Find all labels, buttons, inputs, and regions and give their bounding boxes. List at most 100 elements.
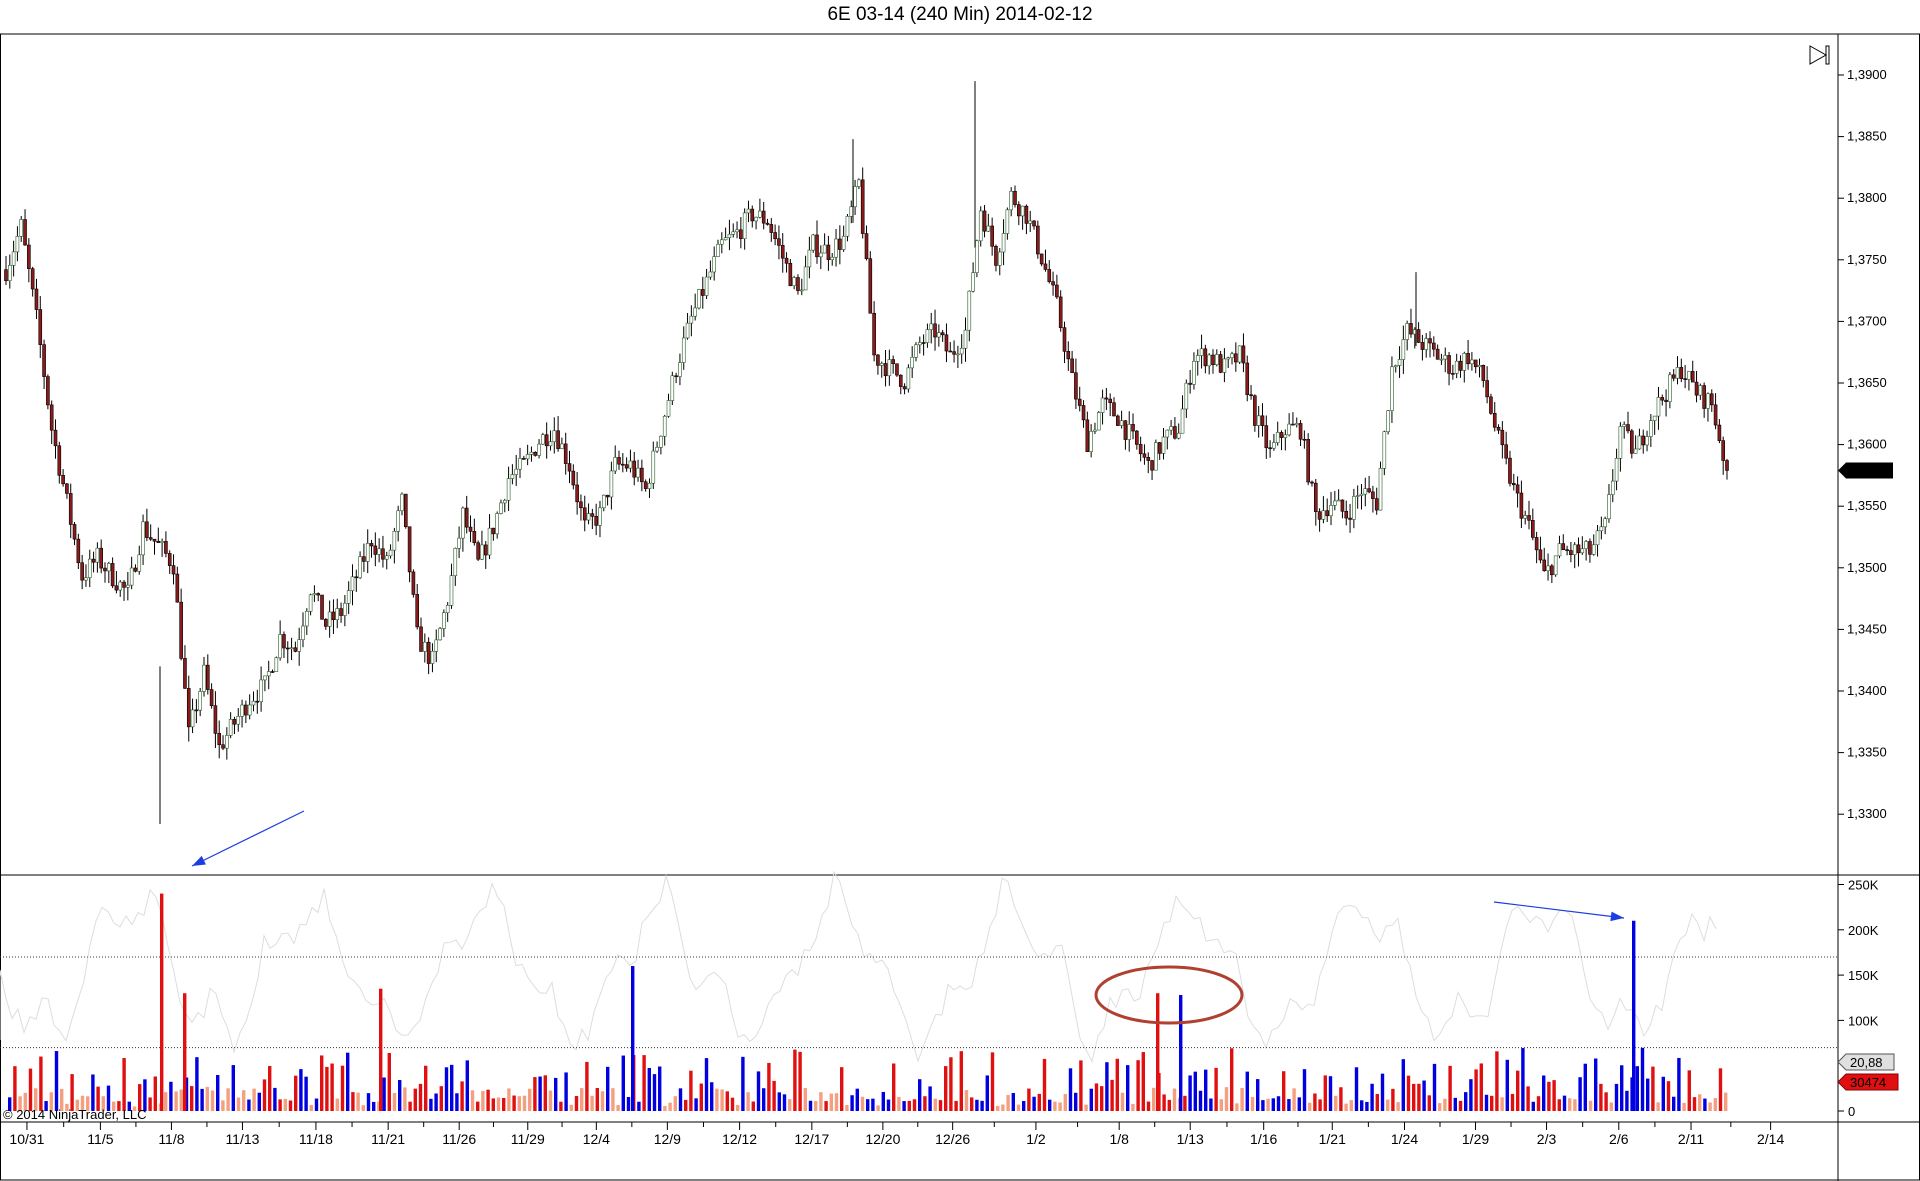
- candle-body: [617, 457, 621, 465]
- candle-body: [693, 307, 697, 317]
- candle-body: [959, 347, 964, 355]
- candle-body: [674, 375, 678, 378]
- candle-body: [712, 256, 716, 273]
- candle-body: [990, 225, 994, 247]
- volume-bar: [1412, 1083, 1416, 1111]
- candle-body: [122, 581, 126, 588]
- candle-body: [735, 229, 739, 233]
- candle-body: [978, 210, 983, 242]
- volume-bar: [1167, 1099, 1171, 1111]
- candle-body: [1599, 526, 1604, 532]
- candle-body: [921, 342, 926, 344]
- candle-body: [1249, 394, 1253, 397]
- volume-bar: [777, 1092, 781, 1111]
- volume-bar: [236, 1097, 241, 1111]
- volume-bar: [756, 1071, 761, 1111]
- x-tick-label: 2/11: [1678, 1131, 1704, 1147]
- volume-bar: [1292, 1088, 1296, 1111]
- volume-bar: [418, 1083, 423, 1111]
- volume-bar: [1193, 1071, 1197, 1111]
- candle-body: [560, 443, 564, 449]
- candle-body: [1264, 425, 1269, 449]
- volume-bar: [127, 1101, 131, 1111]
- candle-body: [1336, 499, 1341, 502]
- candle-body: [236, 716, 241, 725]
- volume-bar: [1526, 1086, 1530, 1111]
- volume-bar: [491, 1098, 495, 1111]
- candle-body: [1694, 381, 1699, 396]
- candle-body: [1115, 415, 1120, 426]
- volume-bar: [1250, 1096, 1255, 1111]
- candle-body: [522, 458, 526, 460]
- candle-body: [1234, 353, 1238, 363]
- candle-body: [1675, 367, 1680, 379]
- volume-bar: [377, 1101, 381, 1111]
- candle-body: [331, 611, 336, 621]
- candle-body: [354, 576, 359, 579]
- volume-bar: [559, 1101, 563, 1111]
- volume-bar: [824, 1101, 828, 1111]
- candle-body: [910, 356, 914, 369]
- candle-body: [868, 258, 873, 314]
- volume-bar: [226, 1088, 230, 1111]
- scroll-to-end-button[interactable]: [1809, 45, 1830, 65]
- volume-bar: [1126, 1065, 1130, 1111]
- candle-body: [544, 434, 549, 447]
- candle-body: [1515, 484, 1520, 494]
- x-tick-label: 11/13: [225, 1131, 259, 1147]
- candle-body: [1359, 493, 1364, 496]
- candle-body: [278, 634, 282, 659]
- candle-body: [933, 323, 937, 338]
- candle-body: [1466, 353, 1470, 365]
- volume-bar: [486, 1089, 490, 1111]
- candle-body: [442, 612, 446, 629]
- candle-body: [1645, 436, 1649, 446]
- candle-body: [864, 233, 869, 259]
- volume-bar: [522, 1095, 527, 1111]
- candle-body: [1009, 190, 1013, 211]
- volume-bar: [1672, 1096, 1676, 1111]
- volume-bar: [366, 1093, 371, 1111]
- x-tick-label: 11/29: [511, 1131, 545, 1147]
- candle-body: [1603, 518, 1607, 528]
- volume-bar: [959, 1051, 963, 1111]
- volume-bar: [1032, 1096, 1036, 1111]
- candle-body: [1432, 342, 1436, 350]
- candle-body: [1154, 442, 1158, 471]
- volume-bar: [496, 1097, 501, 1111]
- volume-bar: [314, 1098, 319, 1111]
- candle-body: [1313, 482, 1318, 512]
- candle-body: [1325, 510, 1330, 517]
- candle-body: [46, 376, 50, 406]
- volume-bar: [242, 1090, 246, 1111]
- volume-bar: [538, 1076, 542, 1111]
- candle-body: [1291, 423, 1295, 426]
- candle-body: [727, 233, 732, 238]
- volume-bar: [1718, 1068, 1723, 1111]
- x-tick-label: 11/5: [87, 1131, 113, 1147]
- volume-bar: [1204, 1069, 1208, 1111]
- candle-body: [788, 262, 793, 287]
- volume-bar: [876, 1105, 880, 1111]
- volume-bar: [1479, 1063, 1483, 1111]
- candle-body: [830, 256, 835, 261]
- candle-body: [803, 266, 808, 291]
- volume-bar: [1614, 1083, 1619, 1111]
- candle-body: [628, 460, 633, 469]
- candle-body: [301, 625, 305, 640]
- candle-body: [362, 556, 366, 562]
- candle-body: [1591, 544, 1596, 555]
- volume-tick-label: 0: [1848, 1104, 1855, 1119]
- candle-body: [1660, 397, 1665, 401]
- volume-bar-spike: [1632, 920, 1636, 1111]
- candle-body: [335, 608, 340, 621]
- candle-body: [773, 232, 777, 240]
- volume-bar: [1152, 1087, 1156, 1111]
- candle-body: [822, 244, 827, 254]
- volume-bar: [1484, 1094, 1489, 1111]
- volume-bar: [574, 1095, 579, 1111]
- volume-bar: [845, 1104, 849, 1111]
- volume-bar: [1505, 1059, 1509, 1111]
- volume-bar: [335, 1098, 339, 1111]
